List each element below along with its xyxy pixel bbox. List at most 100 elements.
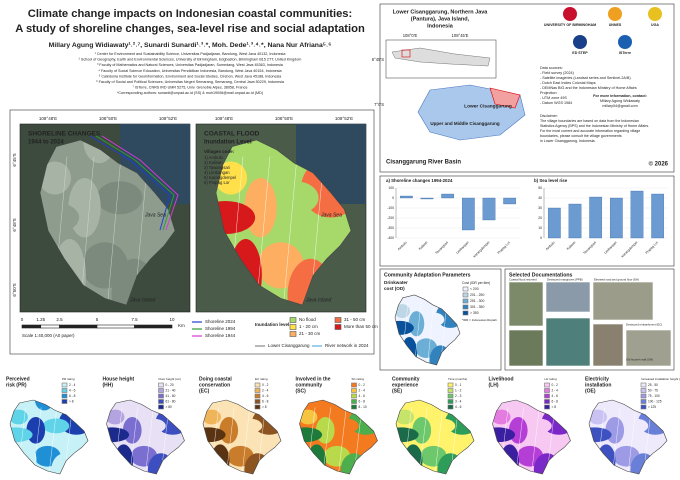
village-boundary: [80, 156, 95, 305]
bar: [589, 196, 603, 239]
legend-swatch: [351, 382, 357, 388]
legend-label: 75 - 100: [648, 394, 660, 398]
legend-label: Shoreline 1994: [205, 326, 236, 331]
village-boundary: [33, 407, 42, 474]
longitude: 108°52'E: [159, 116, 177, 121]
region-patch: [68, 177, 101, 238]
legend-swatch: [640, 382, 647, 388]
y-tick-label: 0: [540, 236, 542, 240]
village-boundary: [531, 407, 540, 474]
y-tick-label: 30: [538, 206, 542, 210]
legend-label: 4 - 6: [359, 394, 366, 398]
legend-label: 3 - 4: [455, 399, 462, 403]
region-patch: [40, 201, 80, 235]
legend-swatch: [289, 331, 297, 337]
legend-swatch: [640, 393, 647, 399]
charts-frame: [379, 175, 675, 267]
region-patch: [17, 444, 37, 474]
legend-label: No flood: [299, 317, 316, 322]
latitude: 6°45'S: [372, 57, 384, 62]
contact: millary04@gmail.com: [602, 104, 637, 108]
region-patch: [216, 201, 256, 235]
legend-label: 6 - 8: [262, 399, 269, 403]
legend-swatch: [462, 298, 469, 304]
village-code: 4) Limbangan: [204, 170, 230, 175]
region-patch: [492, 427, 516, 443]
scale-label: 2.5: [56, 317, 63, 322]
logo-text: UNIVERSITY OF BIRMINGHAM: [544, 23, 596, 27]
y-tick-label: -100: [387, 206, 394, 210]
map-title: risk (PR): [6, 382, 27, 388]
disclaimer: in Lower Cisanggarung, Indonesia.: [540, 139, 596, 143]
map-title: experience: [392, 382, 418, 388]
longitude: 108°48'E: [215, 116, 233, 121]
village-boundary: [434, 407, 443, 474]
legend-swatch: [640, 388, 647, 393]
region-patch: [203, 427, 226, 443]
region-patch: [395, 320, 414, 335]
legend-label: 251 - 300: [470, 299, 484, 303]
legend-label: > 8: [262, 405, 267, 409]
logo-text: ED STEP: [572, 51, 588, 55]
legend-label: 2 - 4: [262, 388, 269, 392]
legend-label: 31 - 50 cm: [344, 317, 366, 322]
legend-label: 0 - 2: [262, 383, 269, 387]
region-patch: [525, 418, 552, 434]
disclaimer: Statistics Agency (BPS) and the Indonesi…: [540, 124, 649, 128]
contact: For more information, contact:: [593, 94, 647, 98]
data-source: Projection:: [540, 91, 557, 95]
region-patch: [500, 444, 520, 474]
legend-swatch: [462, 292, 469, 298]
region-patch: [420, 400, 440, 411]
photo-caption: Coastal flood returned: [509, 278, 537, 282]
region-patch: [216, 161, 248, 195]
disclaimer: Disclaimer:: [540, 114, 558, 118]
bar: [420, 197, 434, 200]
region-patch: [114, 444, 134, 474]
region-patch: [412, 417, 432, 444]
region-patch: [42, 418, 70, 434]
map-title: (SE): [392, 388, 402, 394]
region-patch: [131, 400, 151, 411]
map-title: Community: [392, 376, 420, 382]
chart-title: a) Shoreline changes 1994-2024: [386, 178, 453, 183]
legend-label: Shoreline 1944: [205, 333, 236, 338]
region-patch: [517, 400, 537, 411]
region-patch: [324, 400, 344, 411]
legend-label: 0 - 1: [455, 383, 462, 387]
photo: [508, 329, 544, 367]
legend-swatch: [158, 382, 164, 388]
x-tick-label: Kalisari: [566, 240, 577, 251]
logo-text: UGA: [651, 23, 659, 27]
photo-caption: Elevated road and ground floor (EH): [594, 278, 639, 282]
scale-segment: [96, 324, 135, 329]
region-outline: [492, 399, 571, 475]
region-patch: [315, 417, 335, 444]
sea-label: Java Sea: [144, 212, 166, 218]
disclaimer: The village boundaries are based on data…: [540, 119, 639, 123]
region-patch: [96, 181, 143, 215]
lower-basin: [489, 87, 521, 109]
region-patch: [26, 417, 46, 444]
village-boundary: [419, 407, 428, 474]
logo: [608, 7, 622, 21]
map-title: (HH): [103, 382, 114, 388]
legend-label: 4 - 6: [455, 405, 462, 409]
location-title: Indonesia: [427, 23, 454, 29]
region-patch: [40, 161, 72, 195]
region-outline: [202, 399, 282, 475]
shoreline: [101, 135, 179, 231]
scale-segment: [134, 324, 173, 329]
village-code: 3) Tawangsari: [204, 165, 230, 170]
scale-segment: [21, 324, 42, 329]
y-tick-label: -300: [387, 226, 394, 230]
disclaimer: For the most current and accurate inform…: [540, 129, 640, 133]
photo-caption: Old house's wall (OH): [626, 358, 653, 362]
legend-swatch: [158, 388, 164, 393]
legend-label: 4 - 6: [552, 394, 559, 398]
region-outline: [394, 294, 461, 366]
legend-label: 0 - 2: [359, 383, 366, 387]
scale-label: 7.5: [131, 317, 138, 322]
region-patch: [299, 409, 318, 425]
